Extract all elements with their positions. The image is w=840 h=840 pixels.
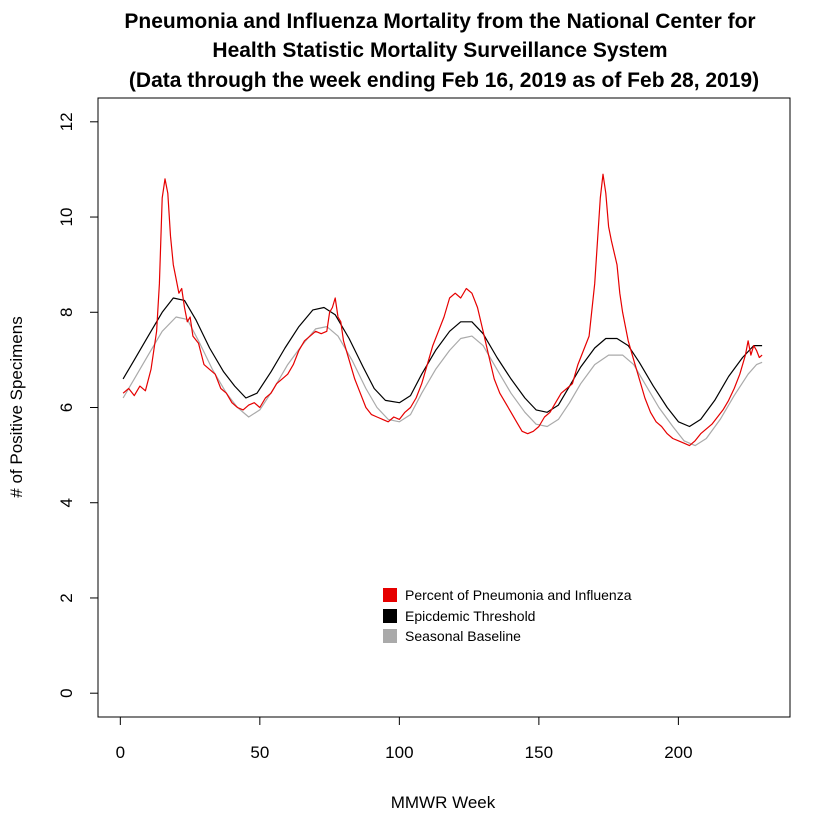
y-tick-label: 12	[57, 112, 76, 131]
x-tick-label: 0	[116, 743, 125, 762]
legend-swatch-pi	[383, 588, 397, 602]
chart-title-line-1: Pneumonia and Influenza Mortality from t…	[124, 10, 755, 33]
series-line-epicdemic-threshold	[122, 297, 763, 428]
x-axis-label: MMWR Week	[391, 793, 496, 812]
legend-swatch-baseline	[383, 629, 397, 643]
chart-title: Pneumonia and Influenza Mortality from t…	[124, 10, 759, 92]
x-axis: 0 50 100 150 200	[116, 717, 693, 762]
y-axis: 0 2 4 6 8 10 12	[57, 112, 98, 698]
legend-label-pi: Percent of Pneumonia and Influenza	[405, 587, 632, 603]
legend-label-threshold: Epicdemic Threshold	[405, 608, 535, 624]
y-tick-label: 4	[57, 498, 76, 507]
y-tick-label: 6	[57, 403, 76, 412]
y-tick-label: 10	[57, 208, 76, 227]
series-line-seasonal-baseline	[122, 316, 763, 447]
chart-title-line-3: (Data through the week ending Feb 16, 20…	[129, 69, 759, 92]
chart-title-line-2: Health Statistic Mortality Surveillance …	[212, 39, 667, 62]
legend: Percent of Pneumonia and Influenza Epicd…	[383, 587, 632, 644]
y-axis-label: # of Positive Specimens	[7, 316, 26, 497]
x-tick-label: 50	[250, 743, 269, 762]
y-tick-label: 8	[57, 308, 76, 317]
legend-swatch-threshold	[383, 609, 397, 623]
legend-label-baseline: Seasonal Baseline	[405, 628, 521, 644]
x-tick-label: 200	[664, 743, 692, 762]
plot-frame	[97, 97, 791, 718]
y-tick-label: 2	[57, 593, 76, 602]
x-tick-label: 150	[525, 743, 553, 762]
series-layer	[122, 173, 763, 447]
x-tick-label: 100	[385, 743, 413, 762]
series-line-percent-of-pneumonia-and-influenza	[122, 173, 763, 447]
y-tick-label: 0	[57, 688, 76, 697]
